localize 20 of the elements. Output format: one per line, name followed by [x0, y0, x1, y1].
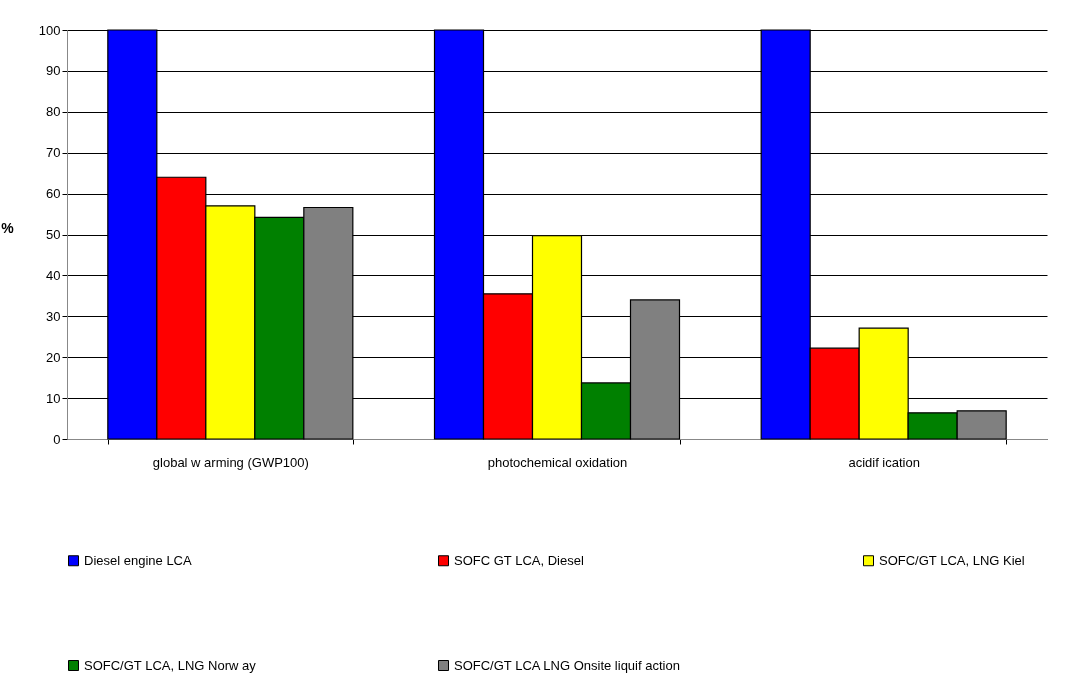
y-tick-label: 0 — [53, 431, 61, 447]
y-tick-label: 50 — [46, 227, 61, 242]
y-tick-label: 10 — [46, 390, 61, 406]
x-tick-label: photochemical oxidation — [487, 454, 628, 470]
y-tick-label: 20 — [46, 349, 61, 365]
y-tick-label: 90 — [46, 63, 61, 79]
legend-label: SOFC GT LCA, Diesel — [454, 552, 584, 568]
x-tick-label: global w arming (GWP100) — [152, 454, 309, 470]
y-tick-label: 40 — [46, 267, 61, 283]
y-axis-title: % — [1, 219, 15, 236]
legend-label: SOFC/GT LCA, LNG Norw ay — [84, 657, 257, 673]
y-tick-label: 60 — [46, 186, 61, 202]
legend-label: SOFC/GT LCA, LNG Kiel — [879, 552, 1025, 568]
y-tick-label: 30 — [46, 308, 61, 324]
legend-label: Diesel engine LCA — [84, 552, 192, 568]
y-tick-label: 100 — [38, 22, 61, 38]
x-tick-label: acidif ication — [848, 454, 920, 470]
legend-label: SOFC/GT LCA LNG Onsite liquif action — [454, 657, 680, 673]
y-tick-label: 70 — [46, 145, 61, 161]
y-tick-label: 80 — [46, 104, 61, 120]
